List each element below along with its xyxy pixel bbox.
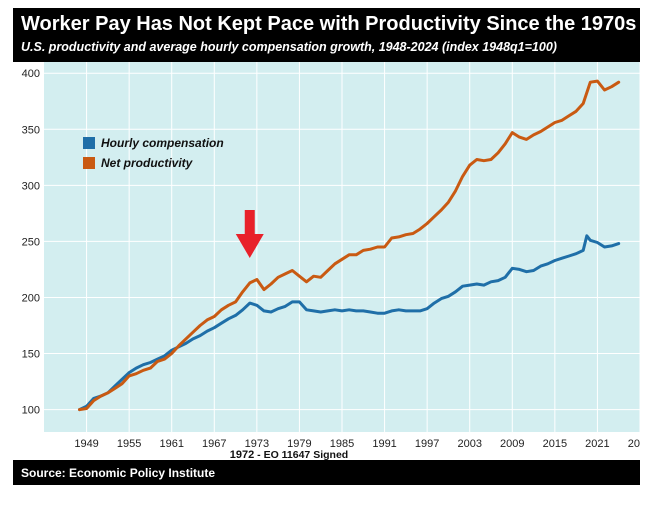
y-tick-label: 400 [22, 68, 40, 80]
legend-swatch [83, 137, 95, 149]
chart-footer: Source: Economic Policy Institute [13, 462, 640, 485]
annotation-year: 1972 [230, 449, 254, 460]
x-tick-label: 2027 [628, 438, 640, 450]
x-tick-label: 1991 [372, 438, 396, 450]
x-tick-label: 1949 [74, 438, 98, 450]
legend-label: Hourly compensation [101, 136, 224, 150]
x-tick-label: 1985 [330, 438, 354, 450]
y-tick-label: 300 [22, 180, 40, 192]
x-tick-label: 2009 [500, 438, 524, 450]
x-tick-label: 1979 [287, 438, 311, 450]
x-tick-label: 2021 [585, 438, 609, 450]
legend-label: Net productivity [101, 156, 194, 170]
productivity-series-line [78, 79, 621, 412]
line-chart-svg: 100 150 200 250 300 350 400 1949 1955 1961 1967 197… [13, 62, 652, 461]
source-note: Source: Economic Policy Institute [21, 466, 216, 480]
y-tick-label: 100 [22, 405, 40, 417]
annotation-arrow [235, 210, 264, 258]
x-tick-label: 1961 [159, 438, 183, 450]
annotation-text: - EO 11647 Signed [254, 449, 348, 460]
x-tick-label: 2003 [457, 438, 481, 450]
x-tick-label: 2015 [543, 438, 567, 450]
x-tick-label: 1997 [415, 438, 439, 450]
x-tick-label: 1967 [202, 438, 226, 450]
chart-subtitle: U.S. productivity and average hourly com… [21, 40, 557, 54]
y-tick-label: 150 [22, 349, 40, 361]
plot-area: 100 150 200 250 300 350 400 1949 1955 1961 1967 197… [13, 62, 652, 461]
x-tick-label: 1955 [117, 438, 141, 450]
y-tick-label: 200 [22, 292, 40, 304]
y-tick-label: 350 [22, 124, 40, 136]
y-tick-label: 250 [22, 236, 40, 248]
x-tick-label: 1973 [245, 438, 269, 450]
chart-title: Worker Pay Has Not Kept Pace with Produc… [21, 13, 637, 35]
compensation-series-line [78, 234, 621, 412]
chart-header: Worker Pay Has Not Kept Pace with Produc… [13, 8, 640, 62]
legend-swatch [83, 157, 95, 169]
annotation-label: 1972 - EO 11647 Signed [230, 449, 348, 460]
